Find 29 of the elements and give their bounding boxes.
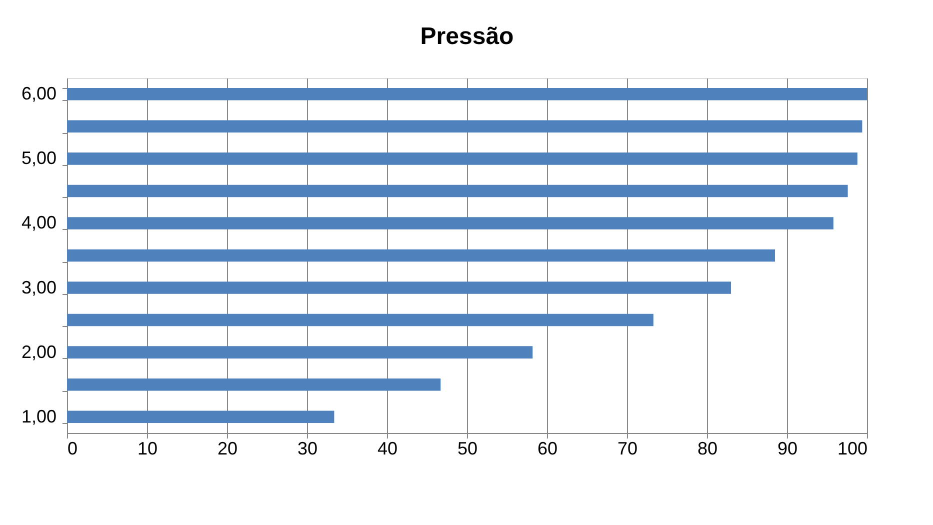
x-tick-label: 100 <box>837 438 868 458</box>
x-tick-label: 70 <box>617 438 638 458</box>
bar <box>67 282 731 294</box>
bar <box>67 249 775 262</box>
chart-title: Pressão <box>420 23 514 50</box>
bar <box>67 378 441 391</box>
x-tick-label: 20 <box>217 438 238 458</box>
bar <box>67 184 848 198</box>
y-tick-label: 3,00 <box>21 277 56 298</box>
y-tick-label: 4,00 <box>21 212 56 233</box>
x-tick-label: 0 <box>68 438 78 458</box>
x-tick-label: 30 <box>297 438 318 458</box>
y-tick-label: 1,00 <box>21 406 56 426</box>
bar <box>67 410 334 423</box>
x-tick-label: 60 <box>537 438 558 458</box>
bar <box>67 217 834 230</box>
x-tick-label: 50 <box>457 438 478 458</box>
y-tick-label: 5,00 <box>21 148 56 168</box>
bar <box>67 314 654 326</box>
bar <box>67 152 858 165</box>
x-tick-label: 40 <box>377 438 398 458</box>
bar <box>67 346 533 358</box>
bar <box>67 88 867 100</box>
x-tick-label: 10 <box>137 438 158 458</box>
x-tick-label: 90 <box>777 438 798 458</box>
x-tick-label: 80 <box>697 438 718 458</box>
y-tick-label: 2,00 <box>21 342 56 362</box>
bar <box>67 120 862 133</box>
y-tick-label: 6,00 <box>21 84 56 104</box>
